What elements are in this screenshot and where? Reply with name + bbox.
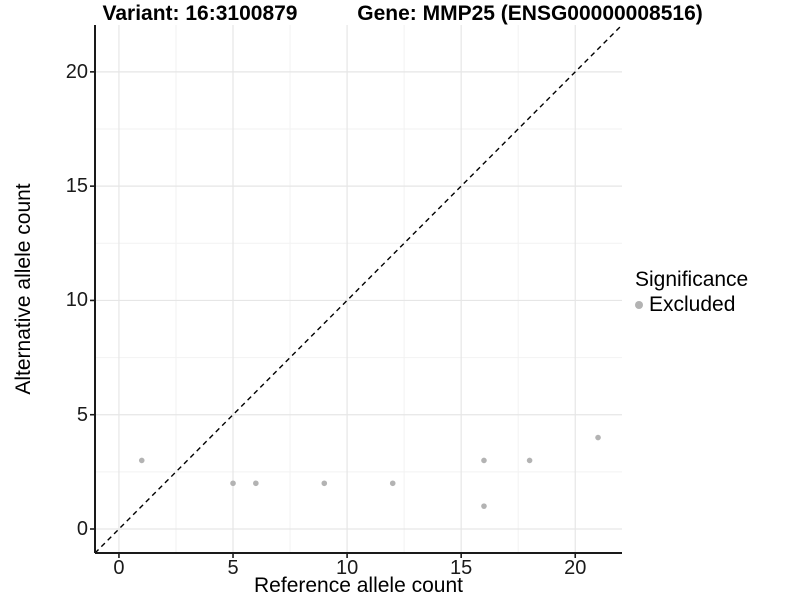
data-point xyxy=(481,457,487,464)
x-tick-label: 15 xyxy=(450,557,473,579)
data-point xyxy=(138,457,145,464)
y-axis-title: Alternative allele count xyxy=(12,183,35,395)
plot-panel xyxy=(90,24,623,558)
data-point xyxy=(230,480,236,487)
y-tick-label: 20 xyxy=(65,60,88,83)
data-point xyxy=(389,480,396,487)
legend-item-label: Excluded xyxy=(649,293,736,316)
excluded-point-icon xyxy=(635,300,643,309)
data-point xyxy=(481,503,487,509)
x-axis-title: Reference allele count xyxy=(254,574,463,597)
x-tick-label: 20 xyxy=(564,557,587,579)
x-tick-label: 10 xyxy=(335,557,359,579)
identity-dashed-line xyxy=(94,24,623,554)
data-point xyxy=(253,480,259,487)
x-tick-label: 0 xyxy=(113,557,125,579)
variant-title: Variant: 16:3100879 xyxy=(102,2,298,25)
y-tick-label: 0 xyxy=(76,518,88,540)
y-tick-label: 5 xyxy=(76,403,88,426)
y-tick-label: 10 xyxy=(65,289,88,312)
legend-title: Significance xyxy=(635,268,749,291)
data-point xyxy=(526,457,533,464)
legend: Significance Excluded xyxy=(635,268,748,316)
legend-item-excluded: Excluded xyxy=(635,293,748,316)
data-point xyxy=(321,480,328,487)
x-tick-label: 5 xyxy=(227,557,239,579)
y-tick-label: 15 xyxy=(65,175,88,198)
gene-title: Gene: MMP25 (ENSG00000008516) xyxy=(357,2,703,25)
data-point xyxy=(595,434,601,441)
scatter-plot-canvas xyxy=(90,24,623,558)
